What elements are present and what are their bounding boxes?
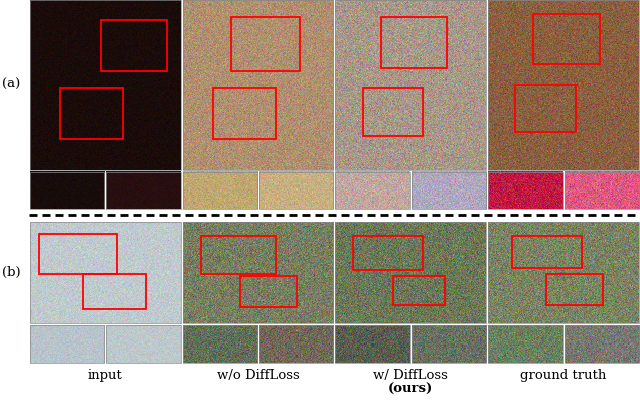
- Bar: [488, 172, 563, 209]
- Bar: [335, 222, 486, 323]
- Bar: [515, 85, 575, 132]
- Bar: [100, 20, 167, 71]
- Bar: [30, 325, 104, 363]
- Bar: [30, 172, 104, 209]
- Text: w/o DiffLoss: w/o DiffLoss: [216, 369, 300, 382]
- Bar: [106, 172, 180, 209]
- Bar: [335, 0, 486, 170]
- Bar: [412, 325, 486, 363]
- Bar: [564, 172, 639, 209]
- Bar: [362, 88, 423, 136]
- Text: (ours): (ours): [388, 383, 433, 396]
- Bar: [182, 222, 333, 323]
- Bar: [182, 172, 257, 209]
- Bar: [259, 172, 333, 209]
- Bar: [201, 236, 276, 274]
- Bar: [240, 276, 297, 307]
- Bar: [212, 88, 276, 139]
- Bar: [564, 325, 639, 363]
- Bar: [488, 0, 639, 170]
- Bar: [30, 222, 180, 323]
- Bar: [353, 236, 423, 270]
- Bar: [231, 17, 300, 71]
- Text: input: input: [88, 369, 123, 382]
- Bar: [39, 234, 117, 274]
- Bar: [534, 14, 600, 64]
- Text: (a): (a): [2, 78, 20, 91]
- Bar: [60, 88, 124, 139]
- Bar: [513, 236, 582, 268]
- Bar: [335, 172, 410, 209]
- Bar: [393, 276, 445, 304]
- Bar: [182, 0, 333, 170]
- Text: (b): (b): [2, 266, 20, 279]
- Bar: [381, 17, 447, 68]
- Bar: [335, 325, 410, 363]
- Bar: [545, 274, 603, 304]
- Bar: [259, 325, 333, 363]
- Bar: [83, 274, 146, 309]
- Bar: [488, 325, 563, 363]
- Bar: [412, 172, 486, 209]
- Bar: [106, 325, 180, 363]
- Text: w/ DiffLoss: w/ DiffLoss: [373, 369, 448, 382]
- Bar: [488, 222, 639, 323]
- Text: ground truth: ground truth: [520, 369, 607, 382]
- Bar: [30, 0, 180, 170]
- Bar: [182, 325, 257, 363]
